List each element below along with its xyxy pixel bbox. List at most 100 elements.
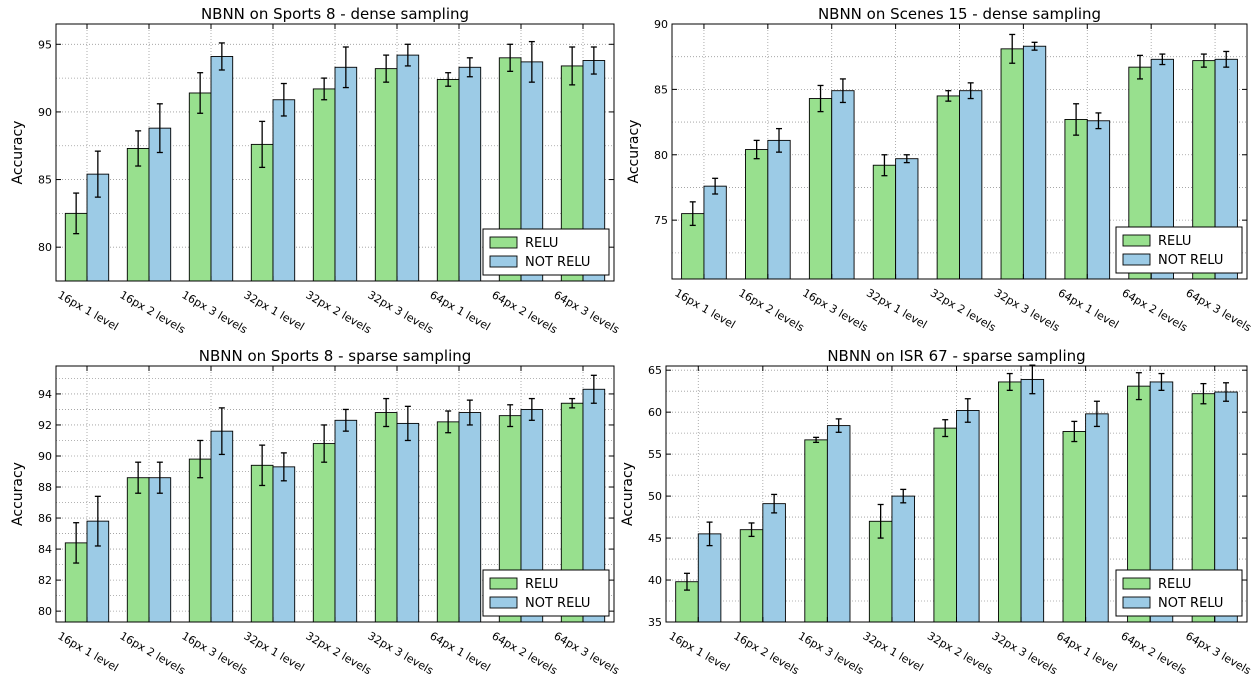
x-tick-label: 64px 3 levels [552, 288, 622, 336]
x-tick-label: 32px 3 levels [992, 286, 1062, 334]
legend-swatch [489, 236, 518, 249]
y-tick-label: 75 [654, 214, 668, 227]
bar [959, 90, 983, 280]
bar [804, 439, 828, 623]
bar [1064, 119, 1088, 280]
bar [872, 164, 897, 280]
x-tick-label: 16px 1 level [56, 629, 121, 674]
bar [210, 430, 234, 623]
x-tick-label: 16px 1 level [667, 629, 732, 674]
bar [458, 66, 482, 282]
legend-label: RELU [1158, 234, 1191, 249]
chart-title: NBNN on Sports 8 - sparse sampling [199, 347, 472, 365]
x-tick-label: 16px 3 levels [800, 286, 870, 334]
legend-swatch [489, 577, 518, 590]
x-tick-label: 32px 1 level [860, 629, 925, 674]
y-tick-label: 65 [648, 364, 662, 377]
bar [739, 529, 764, 623]
bar [1022, 45, 1047, 280]
bar [312, 443, 336, 623]
bar [374, 412, 398, 623]
chart-panel: 35 40 45 50 55 60 65 16px 1 level 16px 2 levels1… [620, 347, 1253, 677]
y-tick-label: 60 [648, 406, 662, 419]
x-tick-label: 16px 3 levels [796, 629, 866, 677]
bar [826, 425, 851, 623]
x-tick-label: 64px 3 levels [1183, 629, 1253, 677]
bar [1020, 378, 1045, 623]
y-tick-label: 82 [38, 574, 52, 587]
legend-swatch [1122, 596, 1151, 609]
bar [436, 79, 460, 282]
x-tick-label: 64px 1 level [1056, 286, 1121, 331]
x-tick-label: 32px 2 levels [304, 288, 374, 336]
x-tick-label: 16px 3 levels [180, 629, 250, 677]
y-axis-label: Accuracy [10, 121, 26, 185]
y-axis-label: Accuracy [10, 462, 26, 526]
bar [956, 410, 980, 623]
y-tick-label: 92 [38, 419, 52, 432]
x-tick-label: 64px 2 levels [490, 629, 560, 677]
x-tick-label: 16px 1 level [672, 286, 737, 331]
legend-swatch [1122, 253, 1151, 266]
bar [697, 533, 722, 623]
legend-label: NOT RELU [1158, 596, 1223, 611]
bar [1085, 413, 1109, 623]
bar [312, 88, 336, 282]
bar [334, 66, 358, 282]
bar [148, 477, 172, 623]
x-tick-label: 16px 2 levels [736, 286, 806, 334]
chart-title: NBNN on Sports 8 - dense sampling [201, 5, 469, 23]
bar [762, 503, 786, 623]
y-tick-label: 85 [654, 83, 668, 96]
x-tick-label: 64px 1 level [1054, 629, 1119, 674]
legend-swatch [1122, 577, 1151, 590]
y-tick-label: 40 [648, 574, 662, 587]
chart-title: NBNN on Scenes 15 - dense sampling [818, 5, 1101, 23]
x-tick-label: 16px 2 levels [118, 288, 188, 336]
x-tick-label: 32px 2 levels [925, 629, 995, 677]
y-tick-label: 80 [654, 149, 668, 162]
x-tick-label: 64px 2 levels [1120, 286, 1190, 334]
x-tick-label: 64px 2 levels [1119, 629, 1189, 677]
y-tick-label: 50 [648, 490, 662, 503]
y-tick-label: 90 [38, 450, 52, 463]
bar [126, 147, 150, 282]
legend-label: RELU [525, 577, 558, 592]
bar [808, 98, 833, 280]
bar [458, 412, 482, 623]
y-tick-label: 85 [38, 174, 52, 187]
bar [745, 149, 769, 280]
bar [1086, 120, 1111, 280]
bar [396, 422, 420, 623]
y-axis-label: Accuracy [620, 462, 636, 526]
y-tick-label: 80 [38, 605, 52, 618]
bar [250, 464, 274, 623]
bar [891, 495, 915, 623]
legend-swatch [489, 596, 518, 609]
x-tick-label: 64px 1 level [428, 288, 493, 333]
bar [126, 477, 150, 623]
bar [188, 92, 212, 282]
bar [703, 185, 727, 280]
bar [272, 466, 296, 623]
legend-label: NOT RELU [525, 596, 590, 611]
y-tick-label: 55 [648, 448, 662, 461]
x-tick-label: 32px 1 level [242, 288, 307, 333]
legend-label: NOT RELU [1158, 253, 1223, 268]
y-tick-label: 84 [38, 543, 52, 556]
bar [334, 419, 358, 623]
y-tick-label: 90 [38, 106, 52, 119]
x-tick-label: 32px 3 levels [366, 629, 436, 677]
x-tick-label: 32px 1 level [864, 286, 929, 331]
x-tick-label: 32px 2 levels [928, 286, 998, 334]
bar [436, 421, 460, 623]
bar [188, 458, 212, 623]
x-tick-label: 16px 2 levels [118, 629, 188, 677]
bar [933, 427, 957, 623]
chart-title: NBNN on ISR 67 - sparse sampling [827, 347, 1085, 365]
legend-label: RELU [1158, 577, 1191, 592]
